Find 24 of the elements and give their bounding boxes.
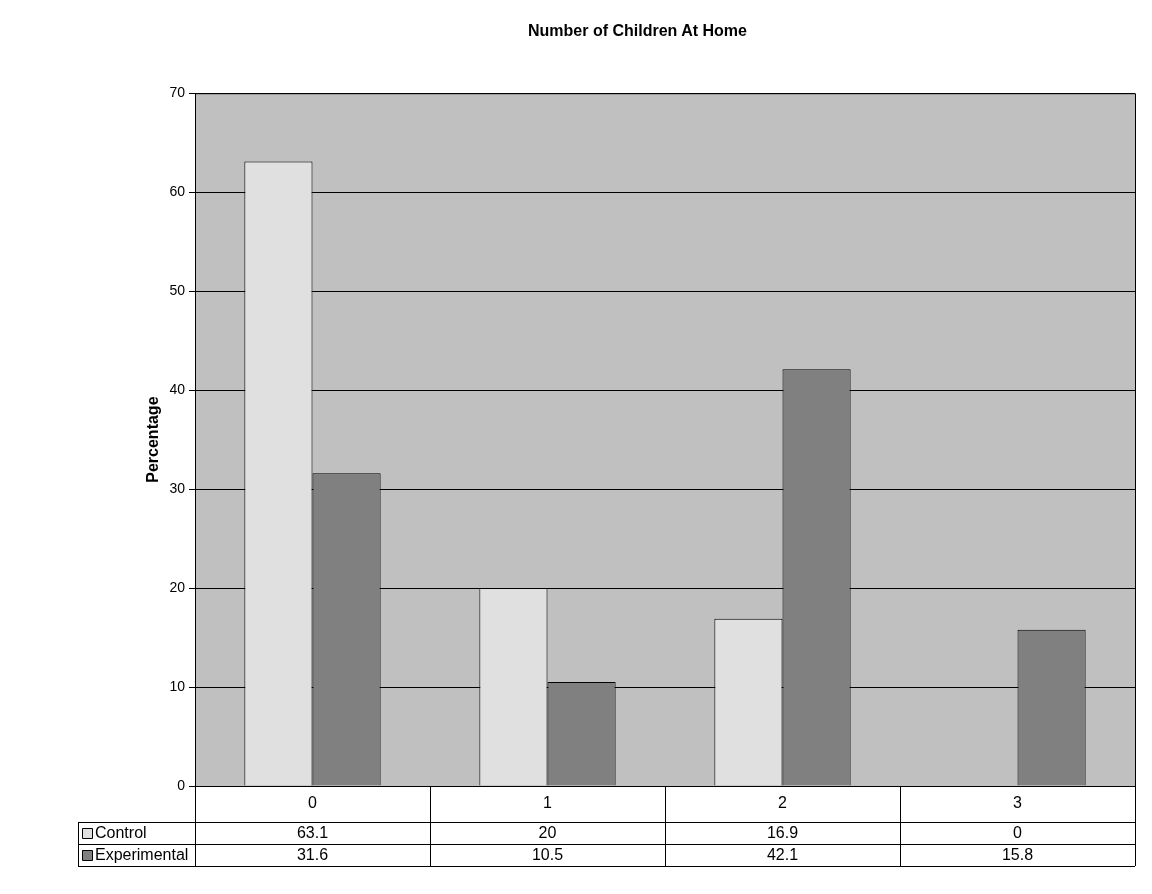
data-label: 63.1 [296,824,329,842]
data-label: 15.8 [1001,846,1034,864]
x-tick-label: 1 [543,794,553,812]
data-label: 31.6 [296,846,329,864]
legend-label: Experimental [95,846,189,864]
x-tick-label: 3 [1013,794,1023,812]
data-label: 20 [538,824,557,842]
data-label: 0 [1013,824,1023,842]
y-axis-title: Percentage [144,396,162,483]
y-tick-label: 30 [169,479,186,496]
data-label: 10.5 [531,846,564,864]
x-tick-label: 0 [308,794,318,812]
data-label: 16.9 [766,824,799,842]
y-tick-label: 10 [169,677,186,694]
y-tick-label: 50 [169,282,186,298]
chart-title: Number of Children At Home [528,22,748,40]
y-tick-label: 20 [169,578,186,595]
y-tick-label: 40 [169,380,186,397]
y-tick-label: 70 [169,84,186,101]
data-label: 42.1 [766,846,799,864]
y-tick-label: 60 [169,183,186,200]
y-tick-label: 0 [177,776,186,793]
x-tick-label: 2 [778,794,788,812]
legend-label: Control [95,824,147,842]
